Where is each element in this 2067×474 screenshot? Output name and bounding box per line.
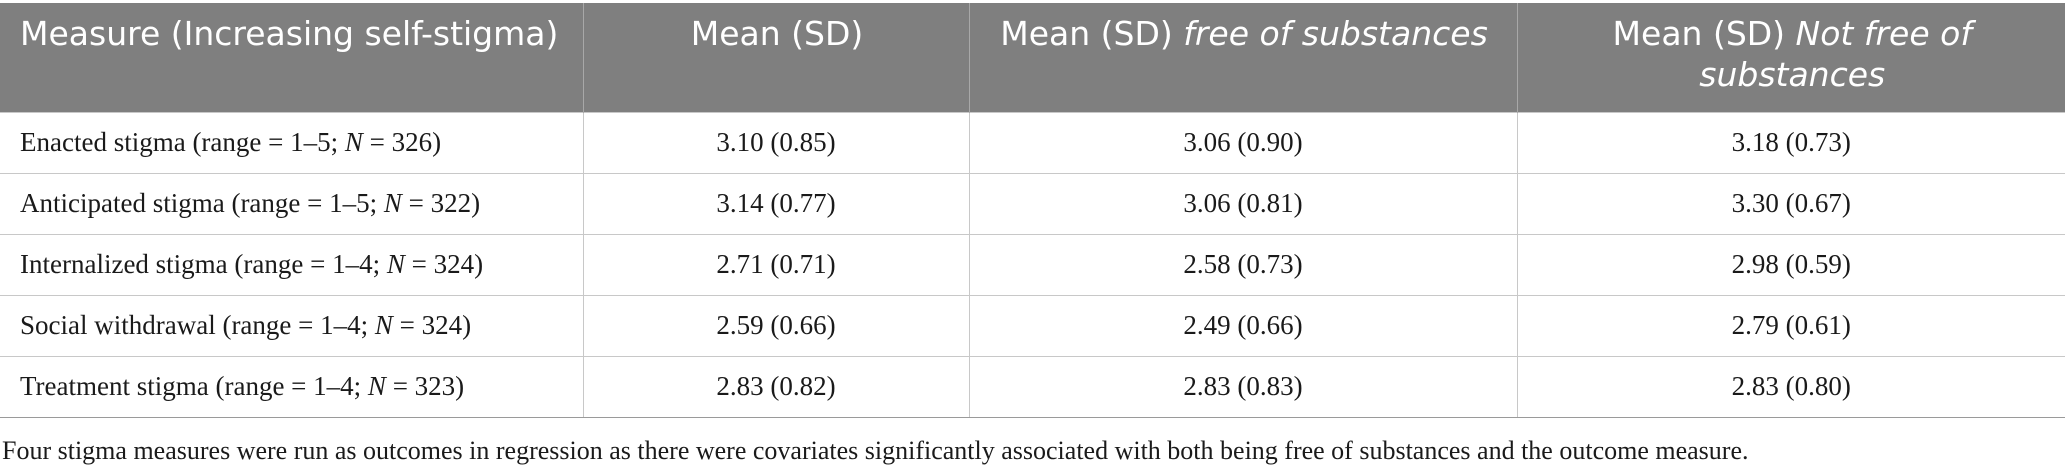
table-body: Enacted stigma (range = 1–5; N = 326) 3.… <box>0 111 2065 418</box>
cell-free: 2.83 (0.83) <box>969 356 1518 418</box>
cell-free: 3.06 (0.90) <box>969 111 1518 174</box>
header-mean-sd: Mean (SD) <box>583 3 970 112</box>
n-label: N <box>383 188 402 218</box>
header-not-free-italic: Not free of substances <box>1699 14 1972 94</box>
header-free-prefix: Mean (SD) <box>1000 14 1184 53</box>
n-label: N <box>386 249 405 279</box>
table-row: Anticipated stigma (range = 1–5; N = 322… <box>0 173 2065 235</box>
measure-suffix: = 324) <box>404 249 484 279</box>
header-free-italic: free of substances <box>1183 14 1488 53</box>
stigma-measures-table: Measure (Increasing self-stigma) Mean (S… <box>0 3 2065 418</box>
measure-suffix: = 323) <box>385 371 465 401</box>
cell-free: 2.58 (0.73) <box>969 234 1518 296</box>
cell-mean-sd: 2.83 (0.82) <box>583 356 970 418</box>
measure-prefix: Anticipated stigma (range = 1–5; <box>20 188 384 218</box>
n-label: N <box>344 127 363 157</box>
cell-mean-sd: 3.10 (0.85) <box>583 111 970 174</box>
header-mean-sd-text: Mean (SD) <box>690 14 864 53</box>
header-row: Measure (Increasing self-stigma) Mean (S… <box>0 3 2065 112</box>
stigma-table-container: Measure (Increasing self-stigma) Mean (S… <box>0 3 2065 418</box>
measure-suffix: = 322) <box>401 188 481 218</box>
measure-prefix: Internalized stigma (range = 1–4; <box>20 249 387 279</box>
measure-prefix: Enacted stigma (range = 1–5; <box>20 127 345 157</box>
cell-not-free: 2.79 (0.61) <box>1517 295 2065 357</box>
measure-prefix: Social withdrawal (range = 1–4; <box>20 310 375 340</box>
cell-measure: Enacted stigma (range = 1–5; N = 326) <box>0 111 584 174</box>
header-not-free-prefix: Mean (SD) <box>1612 14 1796 53</box>
cell-mean-sd: 2.71 (0.71) <box>583 234 970 296</box>
cell-measure: Treatment stigma (range = 1–4; N = 323) <box>0 356 584 418</box>
table-header: Measure (Increasing self-stigma) Mean (S… <box>0 3 2065 112</box>
cell-measure: Internalized stigma (range = 1–4; N = 32… <box>0 234 584 296</box>
table-row: Internalized stigma (range = 1–4; N = 32… <box>0 234 2065 296</box>
n-label: N <box>374 310 393 340</box>
cell-free: 3.06 (0.81) <box>969 173 1518 235</box>
cell-not-free: 2.83 (0.80) <box>1517 356 2065 418</box>
measure-suffix: = 324) <box>392 310 472 340</box>
cell-not-free: 3.30 (0.67) <box>1517 173 2065 235</box>
cell-not-free: 3.18 (0.73) <box>1517 111 2065 174</box>
cell-measure: Social withdrawal (range = 1–4; N = 324) <box>0 295 584 357</box>
measure-suffix: = 326) <box>362 127 442 157</box>
cell-mean-sd: 3.14 (0.77) <box>583 173 970 235</box>
measure-prefix: Treatment stigma (range = 1–4; <box>20 371 368 401</box>
header-measure-text: Measure (Increasing self-stigma) <box>20 14 559 53</box>
table-footnote: Four stigma measures were run as outcome… <box>2 436 1749 465</box>
cell-measure: Anticipated stigma (range = 1–5; N = 322… <box>0 173 584 235</box>
n-label: N <box>367 371 386 401</box>
header-mean-sd-not-free: Mean (SD) Not free of substances <box>1517 3 2065 112</box>
table-row: Treatment stigma (range = 1–4; N = 323) … <box>0 356 2065 418</box>
header-measure: Measure (Increasing self-stigma) <box>0 3 584 112</box>
table-row: Social withdrawal (range = 1–4; N = 324)… <box>0 295 2065 357</box>
cell-mean-sd: 2.59 (0.66) <box>583 295 970 357</box>
cell-free: 2.49 (0.66) <box>969 295 1518 357</box>
header-mean-sd-free: Mean (SD) free of substances <box>969 3 1518 112</box>
cell-not-free: 2.98 (0.59) <box>1517 234 2065 296</box>
table-row: Enacted stigma (range = 1–5; N = 326) 3.… <box>0 111 2065 174</box>
